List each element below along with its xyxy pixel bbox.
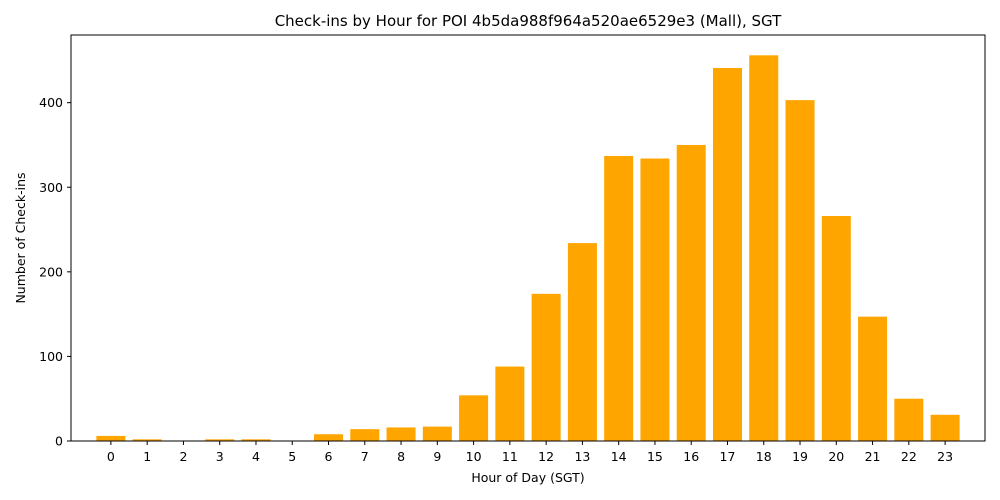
x-tick-label: 3 — [216, 449, 224, 464]
x-tick-label: 2 — [179, 449, 187, 464]
y-tick-label: 100 — [39, 349, 63, 364]
bar-hour-17 — [712, 67, 742, 442]
bar-hour-23 — [930, 414, 960, 441]
x-tick-label: 6 — [325, 449, 333, 464]
x-axis-label: Hour of Day (SGT) — [471, 470, 584, 485]
x-tick-label: 11 — [502, 449, 518, 464]
bar-hour-3 — [205, 439, 235, 441]
y-tick-label: 400 — [39, 95, 63, 110]
x-tick-label: 13 — [574, 449, 590, 464]
bar-hour-12 — [531, 293, 561, 441]
y-ticks-group: 0 100 200 300 400 — [39, 95, 71, 449]
x-tick-label: 18 — [756, 449, 772, 464]
bar-hour-18 — [749, 55, 779, 442]
bar-hour-13 — [567, 243, 597, 441]
bar-hour-1 — [132, 439, 162, 441]
bar-hour-11 — [495, 366, 525, 441]
x-tick-label: 16 — [683, 449, 699, 464]
y-tick-label: 0 — [55, 434, 63, 449]
bar-hour-16 — [676, 144, 706, 442]
x-tick-label: 7 — [361, 449, 369, 464]
x-tick-label: 21 — [865, 449, 881, 464]
x-tick-label: 1 — [143, 449, 151, 464]
bar-hour-6 — [314, 434, 344, 441]
bar-hour-7 — [350, 429, 380, 441]
bar-hour-10 — [459, 395, 489, 441]
x-tick-label: 23 — [937, 449, 953, 464]
x-tick-label: 14 — [611, 449, 627, 464]
bar-hour-8 — [386, 427, 416, 441]
bar-hour-15 — [640, 158, 670, 441]
bar-hour-21 — [858, 316, 888, 441]
plot-frame — [70, 34, 986, 442]
bar-hour-20 — [821, 216, 851, 441]
x-tick-label: 15 — [647, 449, 663, 464]
bar-hour-9 — [422, 426, 452, 441]
bar-hour-14 — [604, 155, 634, 441]
x-tick-label: 10 — [466, 449, 482, 464]
y-tick-label: 300 — [39, 180, 63, 195]
bar-hour-19 — [785, 100, 815, 442]
x-ticks-group: 0 1 2 3 4 5 6 7 8 9 10 11 12 13 14 15 16 17 18 19 20 21 22 23 — [107, 441, 953, 464]
x-tick-label: 4 — [252, 449, 260, 464]
chart-title: Check-ins by Hour for POI 4b5da988f964a5… — [275, 12, 782, 30]
x-tick-label: 8 — [397, 449, 405, 464]
x-tick-label: 20 — [828, 449, 844, 464]
x-tick-label: 22 — [901, 449, 917, 464]
y-axis-label: Number of Check-ins — [13, 172, 28, 303]
x-tick-label: 19 — [792, 449, 808, 464]
x-tick-label: 17 — [720, 449, 736, 464]
bar-hour-22 — [894, 398, 924, 441]
bar-hour-4 — [241, 439, 271, 441]
x-tick-label: 0 — [107, 449, 115, 464]
bar-hour-0 — [96, 435, 126, 441]
x-tick-label: 5 — [288, 449, 296, 464]
bars-group — [96, 55, 960, 442]
y-tick-label: 200 — [39, 264, 63, 279]
x-tick-label: 12 — [538, 449, 554, 464]
x-tick-label: 9 — [433, 449, 441, 464]
